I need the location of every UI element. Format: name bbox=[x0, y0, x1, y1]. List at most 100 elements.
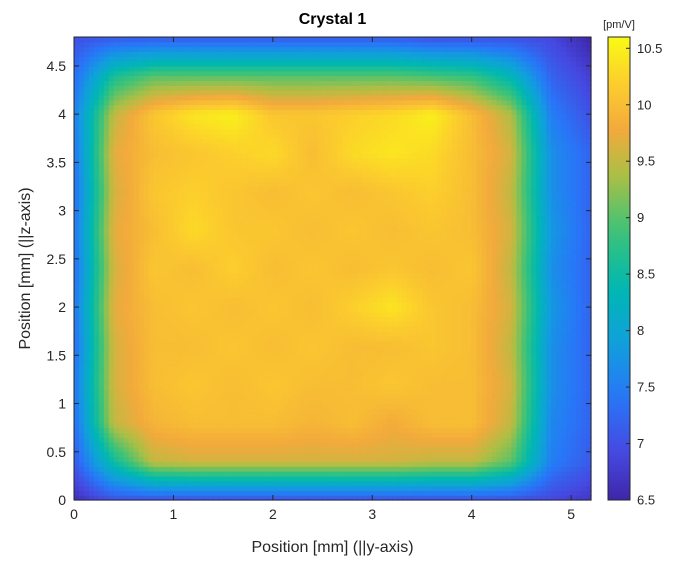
heatmap-cell bbox=[417, 321, 423, 327]
heatmap-cell bbox=[546, 374, 552, 381]
heatmap-cell bbox=[218, 446, 224, 453]
heatmap-cell bbox=[78, 475, 85, 482]
heatmap-cell bbox=[168, 379, 175, 385]
heatmap-cell bbox=[451, 393, 458, 400]
heatmap-cell bbox=[307, 461, 314, 467]
heatmap-cell bbox=[561, 278, 567, 284]
heatmap-cell bbox=[566, 461, 572, 467]
heatmap-cell bbox=[292, 374, 299, 381]
heatmap-cell bbox=[362, 379, 368, 385]
heatmap-cell bbox=[74, 418, 80, 424]
heatmap-cell bbox=[426, 422, 433, 429]
heatmap-cell bbox=[382, 340, 388, 347]
heatmap-cell bbox=[98, 398, 105, 405]
heatmap-cell bbox=[501, 379, 508, 385]
heatmap-cell bbox=[178, 384, 184, 390]
heatmap-cell bbox=[317, 316, 324, 323]
heatmap-cell bbox=[551, 485, 557, 491]
heatmap-cell bbox=[228, 287, 234, 294]
heatmap-cell bbox=[233, 490, 239, 496]
heatmap-cell bbox=[88, 350, 95, 356]
heatmap-cell bbox=[576, 297, 582, 303]
heatmap-cell bbox=[98, 326, 105, 332]
heatmap-cell bbox=[282, 418, 289, 424]
heatmap-cell bbox=[133, 278, 140, 284]
heatmap-cell bbox=[357, 384, 363, 390]
heatmap-cell bbox=[357, 475, 363, 482]
heatmap-cell bbox=[556, 490, 562, 496]
heatmap-cell bbox=[83, 321, 90, 327]
heatmap-cell bbox=[446, 307, 453, 313]
heatmap-cell bbox=[421, 369, 428, 376]
heatmap-cell bbox=[78, 369, 85, 376]
heatmap-cell bbox=[198, 418, 204, 424]
heatmap-cell bbox=[317, 340, 324, 347]
heatmap-cell bbox=[257, 418, 264, 424]
heatmap-cell bbox=[476, 311, 483, 318]
heatmap-cell bbox=[571, 461, 577, 467]
heatmap-cell bbox=[471, 297, 478, 303]
heatmap-cell bbox=[342, 374, 349, 381]
heatmap-cell bbox=[188, 475, 194, 482]
heatmap-cell bbox=[392, 427, 398, 434]
heatmap-cell bbox=[586, 480, 592, 487]
heatmap-cell bbox=[421, 471, 428, 477]
heatmap-cell bbox=[516, 355, 522, 361]
heatmap-cell bbox=[118, 292, 125, 299]
heatmap-cell bbox=[556, 307, 562, 313]
heatmap-cell bbox=[441, 471, 448, 477]
heatmap-cell bbox=[377, 321, 383, 327]
heatmap-cell bbox=[471, 282, 478, 289]
heatmap-cell bbox=[272, 393, 279, 400]
heatmap-cell bbox=[98, 418, 105, 424]
heatmap-cell bbox=[292, 451, 299, 458]
heatmap-cell bbox=[486, 340, 493, 347]
heatmap-cell bbox=[461, 432, 468, 438]
heatmap-cell bbox=[252, 374, 259, 381]
heatmap-cell bbox=[252, 345, 259, 352]
heatmap-cell bbox=[183, 336, 189, 342]
heatmap-cell bbox=[481, 490, 488, 496]
heatmap-cell bbox=[377, 432, 383, 438]
heatmap-cell bbox=[521, 393, 527, 400]
heatmap-cell bbox=[272, 374, 279, 381]
heatmap-cell bbox=[173, 364, 179, 371]
heatmap-cell bbox=[521, 456, 527, 463]
heatmap-cell bbox=[158, 384, 165, 390]
heatmap-cell bbox=[238, 273, 244, 279]
heatmap-cell bbox=[218, 389, 224, 395]
heatmap-cell bbox=[128, 350, 135, 356]
heatmap-cell bbox=[168, 345, 175, 352]
heatmap-cell bbox=[228, 278, 234, 284]
heatmap-cell bbox=[74, 364, 80, 371]
heatmap-cell bbox=[426, 446, 433, 453]
heatmap-cell bbox=[103, 442, 110, 448]
heatmap-cell bbox=[471, 456, 478, 463]
heatmap-cell bbox=[113, 398, 120, 405]
heatmap-cell bbox=[431, 475, 438, 482]
heatmap-cell bbox=[272, 495, 279, 501]
heatmap-cell bbox=[581, 437, 587, 443]
heatmap-cell bbox=[247, 321, 254, 327]
heatmap-cell bbox=[426, 495, 433, 501]
heatmap-cell bbox=[412, 471, 418, 477]
heatmap-cell bbox=[446, 350, 453, 356]
heatmap-cell bbox=[183, 369, 189, 376]
heatmap-cell bbox=[327, 374, 334, 381]
heatmap-cell bbox=[387, 393, 393, 400]
heatmap-cell bbox=[277, 282, 284, 289]
heatmap-cell bbox=[247, 451, 254, 458]
heatmap-cell bbox=[247, 495, 254, 501]
heatmap-cell bbox=[387, 475, 393, 482]
heatmap-cell bbox=[218, 282, 224, 289]
heatmap-cell bbox=[546, 287, 552, 294]
heatmap-cell bbox=[228, 360, 234, 366]
heatmap-cell bbox=[421, 326, 428, 332]
heatmap-cell bbox=[456, 480, 463, 487]
heatmap-cell bbox=[322, 384, 329, 390]
heatmap-cell bbox=[536, 345, 542, 352]
heatmap-cell bbox=[357, 268, 363, 274]
heatmap-cell bbox=[277, 302, 284, 308]
heatmap-cell bbox=[238, 456, 244, 463]
heatmap-cell bbox=[307, 398, 314, 405]
